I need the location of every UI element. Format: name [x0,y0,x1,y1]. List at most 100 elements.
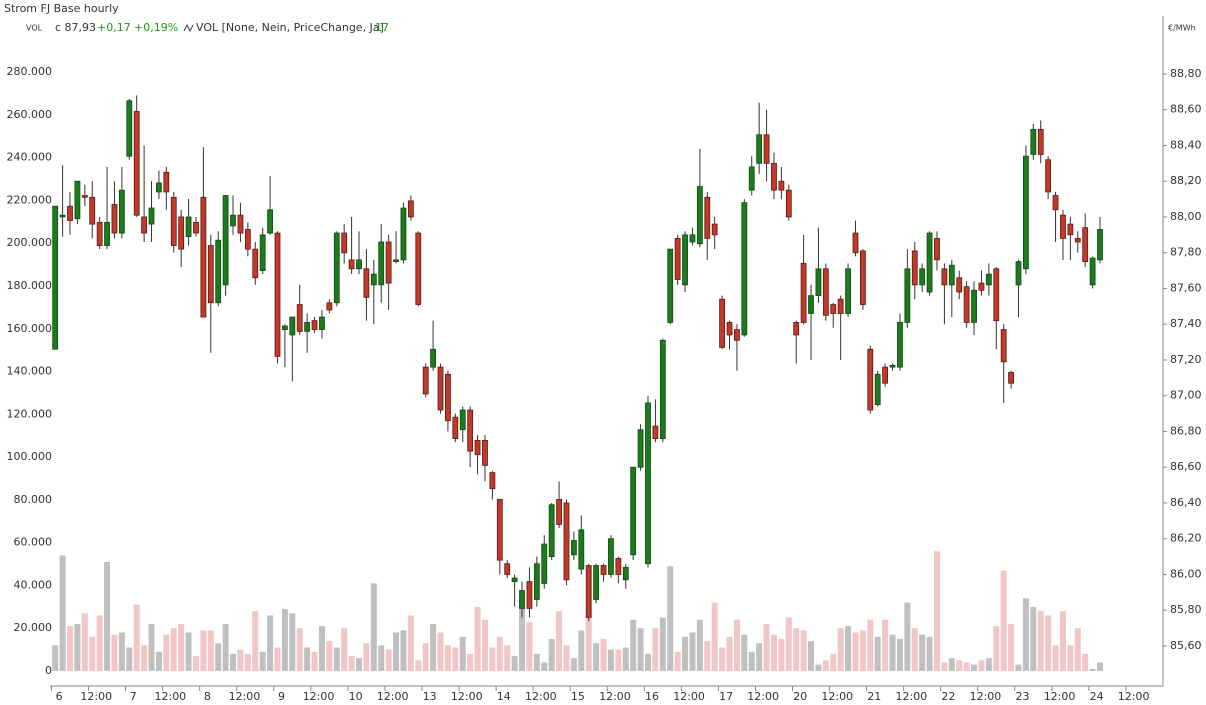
candle-body [645,402,651,565]
volume-bar [971,664,978,672]
volume-bar [778,638,785,672]
volume-bar [770,634,777,672]
volume-bar [941,662,948,672]
candle-body [81,195,88,198]
x-tick-label: 16 [645,690,659,703]
candle-body [622,566,629,581]
candle-body [800,263,807,323]
y-tick-label: 40.000 [14,578,53,591]
volume-bar [719,647,726,672]
candle-body [482,439,488,466]
volume-bar [652,628,659,672]
x-tick-label: 12:00 [599,690,631,703]
candle-body [874,373,881,406]
candle-body [230,214,236,227]
candle-body [59,214,66,218]
volume-bar [993,626,1000,672]
volume-bar [644,653,651,672]
volume-bar [200,630,207,672]
candle-body [1067,223,1074,236]
candle-body [118,189,125,234]
candle-body [608,538,614,575]
volume-bar [674,651,681,672]
x-tick-label: 9 [278,690,285,703]
candle-body [978,282,985,291]
candle-body [304,322,311,332]
y2-tick-label: 88,80 [1170,67,1202,80]
volume-bar [933,551,940,672]
candle-body [808,295,814,314]
volume-bar [393,632,400,672]
candle-body [696,186,703,245]
candle-body [948,264,955,286]
x-tick-label: 23 [1016,690,1030,703]
y2-tick-label: 86,80 [1170,424,1202,437]
candle-body [741,202,748,336]
candle-body [459,409,466,431]
y2-tick-label: 86,20 [1170,532,1202,545]
candle-body [785,189,792,218]
volume-bar [578,630,585,672]
y2-tick-label: 88,60 [1170,103,1202,116]
volume-bar [1000,570,1007,672]
x-tick-label: 12:00 [747,690,779,703]
candle-body [430,348,437,368]
y2-tick-label: 87,40 [1170,317,1202,330]
candle-body [867,348,874,411]
volume-bar [585,611,592,672]
candle-body [548,504,555,557]
x-tick-label: 24 [1090,690,1104,703]
candle-body [704,196,711,239]
candle-body [370,273,377,286]
candle-body [889,364,896,368]
indicator-value: 17 [375,21,389,34]
x-tick-label: 12:00 [80,690,112,703]
change: +0,17 [97,21,131,34]
volume-bar [1052,645,1059,672]
candle-body [637,429,644,468]
volume-bar [118,632,125,672]
candle-body [385,241,392,284]
candle-body [570,540,577,556]
volume-bar [541,662,548,672]
x-tick-label: 12:00 [1118,690,1150,703]
candle-body [467,409,474,452]
candle-body [630,466,637,556]
candle-body [533,563,540,600]
candle-body [734,329,740,341]
candle-body [600,565,607,575]
volume-bar [356,658,363,672]
volume-bar [533,653,540,672]
candle-body [133,111,140,216]
candle-body [452,416,459,440]
candle-body [319,316,325,330]
volume-bar [59,555,66,672]
volume-bar [859,630,866,672]
candle-body [156,182,162,193]
pane-label: VOL [26,24,43,33]
candle-body [356,259,362,270]
candle-body [1097,229,1103,261]
candle-body [556,498,562,525]
candle-body [778,180,785,191]
y-tick-label: 100.000 [7,450,53,463]
y-tick-label: 60.000 [14,536,53,549]
candle-body [274,232,281,357]
candle-body [941,268,948,286]
candle-body [911,250,918,286]
volume-bar [1074,628,1081,672]
candle-body [104,221,110,246]
x-tick-label: 22 [941,690,955,703]
volume-bar [415,660,422,672]
volume-bar [1089,668,1096,672]
candle-body [244,229,251,250]
y-tick-label: 120.000 [7,407,53,420]
x-tick-label: 12:00 [895,690,927,703]
volume-bar [696,619,703,672]
y-tick-label: 240.000 [7,151,53,164]
volume-bar [267,615,274,672]
indicator-icon [183,23,194,33]
volume-bar [1030,606,1037,672]
candle-body [378,241,385,286]
candle-body [296,304,303,332]
